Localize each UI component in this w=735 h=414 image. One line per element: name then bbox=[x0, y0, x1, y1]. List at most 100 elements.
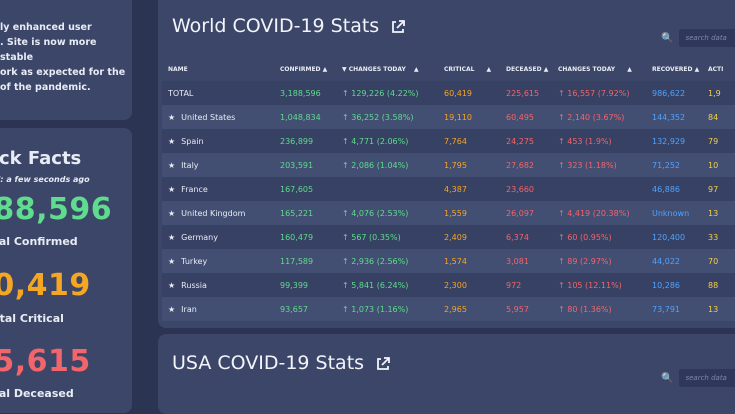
country-label[interactable]: Russia bbox=[181, 280, 207, 290]
recovered-cell: 46,886 bbox=[652, 177, 708, 201]
deceased-cell: 5,957 bbox=[506, 297, 558, 321]
world-stats-card: World COVID-19 Stats 🔍 NAME CONFIRMED ▲ … bbox=[158, 0, 735, 328]
active-cell: 13 bbox=[708, 297, 735, 321]
header-active[interactable]: ACTI bbox=[708, 65, 724, 73]
header-confirmed[interactable]: CONFIRMED ▲ bbox=[280, 65, 328, 73]
favorite-star-icon[interactable]: ★ bbox=[168, 304, 176, 314]
country-label[interactable]: France bbox=[181, 184, 208, 194]
update-notice-text: ly enhanced user . Site is now more stab… bbox=[0, 20, 132, 95]
country-label[interactable]: United States bbox=[181, 112, 236, 122]
usa-stats-title-text[interactable]: USA COVID-19 Stats bbox=[172, 352, 365, 374]
favorite-star-icon[interactable]: ★ bbox=[168, 256, 176, 266]
favorite-star-icon[interactable]: ★ bbox=[168, 208, 176, 218]
country-label[interactable]: TOTAL bbox=[168, 88, 194, 98]
deceased-change-cell: ↑ 2,140 (3.67%) bbox=[558, 105, 652, 129]
deceased-change-cell bbox=[558, 177, 652, 201]
usa-stats-card: USA COVID-19 Stats 🔍 bbox=[158, 334, 735, 414]
table-row[interactable]: ★ United Kingdom 165,221 ↑ 4,076 (2.53%) 1,5… bbox=[162, 201, 735, 225]
table-row[interactable]: ★ Turkey 117,589 ↑ 2,936 (2.56%) 1,574 3,081 ↑… bbox=[162, 249, 735, 273]
country-name: ★ Germany bbox=[162, 225, 280, 249]
usa-search-input[interactable] bbox=[679, 369, 735, 387]
world-stats-title-text[interactable]: World COVID-19 Stats bbox=[172, 15, 380, 37]
header-deceased-changes[interactable]: CHANGES TODAY ▲ bbox=[558, 65, 632, 73]
favorite-star-icon[interactable]: ★ bbox=[168, 112, 176, 122]
world-stats-title[interactable]: World COVID-19 Stats bbox=[172, 15, 406, 37]
country-label[interactable]: Spain bbox=[181, 136, 204, 146]
recovered-cell: 71,252 bbox=[652, 153, 708, 177]
confirmed-cell: 93,657 bbox=[280, 297, 342, 321]
country-name: ★ Iran bbox=[162, 297, 280, 321]
country-name: ★ Spain bbox=[162, 129, 280, 153]
notice-line: of the pandemic. bbox=[0, 82, 91, 93]
quick-facts-card: uick Facts ated: a few seconds ago 188,5… bbox=[0, 128, 132, 413]
usa-search: 🔍 bbox=[661, 369, 735, 387]
table-row[interactable]: ★ Germany 160,479 ↑ 567 (0.35%) 2,409 6,374 ↑ … bbox=[162, 225, 735, 249]
table-header-row: NAME CONFIRMED ▲ ▼ CHANGES TODAY ▲ CRITI… bbox=[162, 57, 735, 81]
table-row[interactable]: ★ France 167,605 4,387 23,660 46,886 97 bbox=[162, 177, 735, 201]
world-search-input[interactable] bbox=[679, 29, 735, 47]
country-label[interactable]: United Kingdom bbox=[181, 208, 246, 218]
country-label[interactable]: Turkey bbox=[181, 256, 208, 266]
confirmed-change-cell: ↑ 4,771 (2.06%) bbox=[342, 129, 444, 153]
favorite-star-icon[interactable]: ★ bbox=[168, 232, 176, 242]
sort-icon: ▲ bbox=[543, 65, 549, 73]
active-cell: 70 bbox=[708, 249, 735, 273]
notice-line: . Site is now more stable bbox=[0, 37, 97, 63]
deceased-cell: 60,495 bbox=[506, 105, 558, 129]
favorite-star-icon[interactable]: ★ bbox=[168, 184, 176, 194]
confirmed-change-cell bbox=[342, 177, 444, 201]
active-cell: 10 bbox=[708, 153, 735, 177]
deceased-cell: 972 bbox=[506, 273, 558, 297]
usa-stats-title[interactable]: USA COVID-19 Stats bbox=[172, 352, 391, 374]
header-recovered[interactable]: RECOVERED ▲ bbox=[652, 65, 700, 73]
recovered-cell: Unknown bbox=[652, 201, 708, 225]
country-label[interactable]: Germany bbox=[181, 232, 218, 242]
active-cell: 33 bbox=[708, 225, 735, 249]
sort-icon: ▼ bbox=[342, 65, 347, 73]
quick-facts-title: uick Facts bbox=[0, 148, 82, 169]
critical-cell: 4,387 bbox=[444, 177, 506, 201]
header-confirmed-changes[interactable]: ▼ CHANGES TODAY ▲ bbox=[342, 65, 419, 73]
external-link-icon[interactable] bbox=[390, 19, 406, 35]
critical-cell: 1,559 bbox=[444, 201, 506, 225]
header-critical[interactable]: CRITICAL ▲ bbox=[444, 65, 492, 73]
deceased-cell: 225,615 bbox=[506, 81, 558, 105]
sort-icon: ▲ bbox=[486, 65, 492, 73]
table-row[interactable]: TOTAL 3,188,596 ↑ 129,226 (4.22%) 60,419 225… bbox=[162, 81, 735, 105]
header-deceased[interactable]: DECEASED ▲ bbox=[506, 65, 549, 73]
confirmed-change-cell: ↑ 129,226 (4.22%) bbox=[342, 81, 444, 105]
total-critical-label: Total Critical bbox=[0, 312, 64, 325]
recovered-cell: 120,400 bbox=[652, 225, 708, 249]
country-label[interactable]: Iran bbox=[181, 304, 197, 314]
active-cell: 79 bbox=[708, 129, 735, 153]
header-name[interactable]: NAME bbox=[168, 65, 188, 73]
table-row[interactable]: ★ Spain 236,899 ↑ 4,771 (2.06%) 7,764 24,275 ↑… bbox=[162, 129, 735, 153]
search-icon: 🔍 bbox=[661, 372, 674, 384]
favorite-star-icon[interactable]: ★ bbox=[168, 280, 176, 290]
deceased-change-cell: ↑ 80 (1.36%) bbox=[558, 297, 652, 321]
confirmed-cell: 99,399 bbox=[280, 273, 342, 297]
critical-cell: 2,965 bbox=[444, 297, 506, 321]
deceased-change-cell: ↑ 16,557 (7.92%) bbox=[558, 81, 652, 105]
deceased-cell: 23,660 bbox=[506, 177, 558, 201]
critical-cell: 2,300 bbox=[444, 273, 506, 297]
confirmed-change-cell: ↑ 2,936 (2.56%) bbox=[342, 249, 444, 273]
table-row[interactable]: ★ Iran 93,657 ↑ 1,073 (1.16%) 2,965 5,957 ↑ 80… bbox=[162, 297, 735, 321]
country-name: ★ Turkey bbox=[162, 249, 280, 273]
favorite-star-icon[interactable]: ★ bbox=[168, 136, 176, 146]
critical-cell: 60,419 bbox=[444, 81, 506, 105]
table-row[interactable]: ★ United States 1,048,834 ↑ 36,252 (3.58%) 1… bbox=[162, 105, 735, 129]
external-link-icon[interactable] bbox=[375, 356, 391, 372]
table-row[interactable]: ★ Italy 203,591 ↑ 2,086 (1.04%) 1,795 27,682 ↑… bbox=[162, 153, 735, 177]
country-label[interactable]: Italy bbox=[181, 160, 199, 170]
quick-facts-updated: ated: a few seconds ago bbox=[0, 175, 90, 184]
critical-cell: 7,764 bbox=[444, 129, 506, 153]
country-name: TOTAL bbox=[162, 81, 280, 105]
notice-line: ork as expected for the bbox=[0, 67, 126, 78]
critical-cell: 1,795 bbox=[444, 153, 506, 177]
favorite-star-icon[interactable]: ★ bbox=[168, 160, 176, 170]
deceased-cell: 3,081 bbox=[506, 249, 558, 273]
confirmed-change-cell: ↑ 5,841 (6.24%) bbox=[342, 273, 444, 297]
table-row[interactable]: ★ Russia 99,399 ↑ 5,841 (6.24%) 2,300 972 ↑ 10… bbox=[162, 273, 735, 297]
sort-icon: ▲ bbox=[627, 65, 632, 73]
